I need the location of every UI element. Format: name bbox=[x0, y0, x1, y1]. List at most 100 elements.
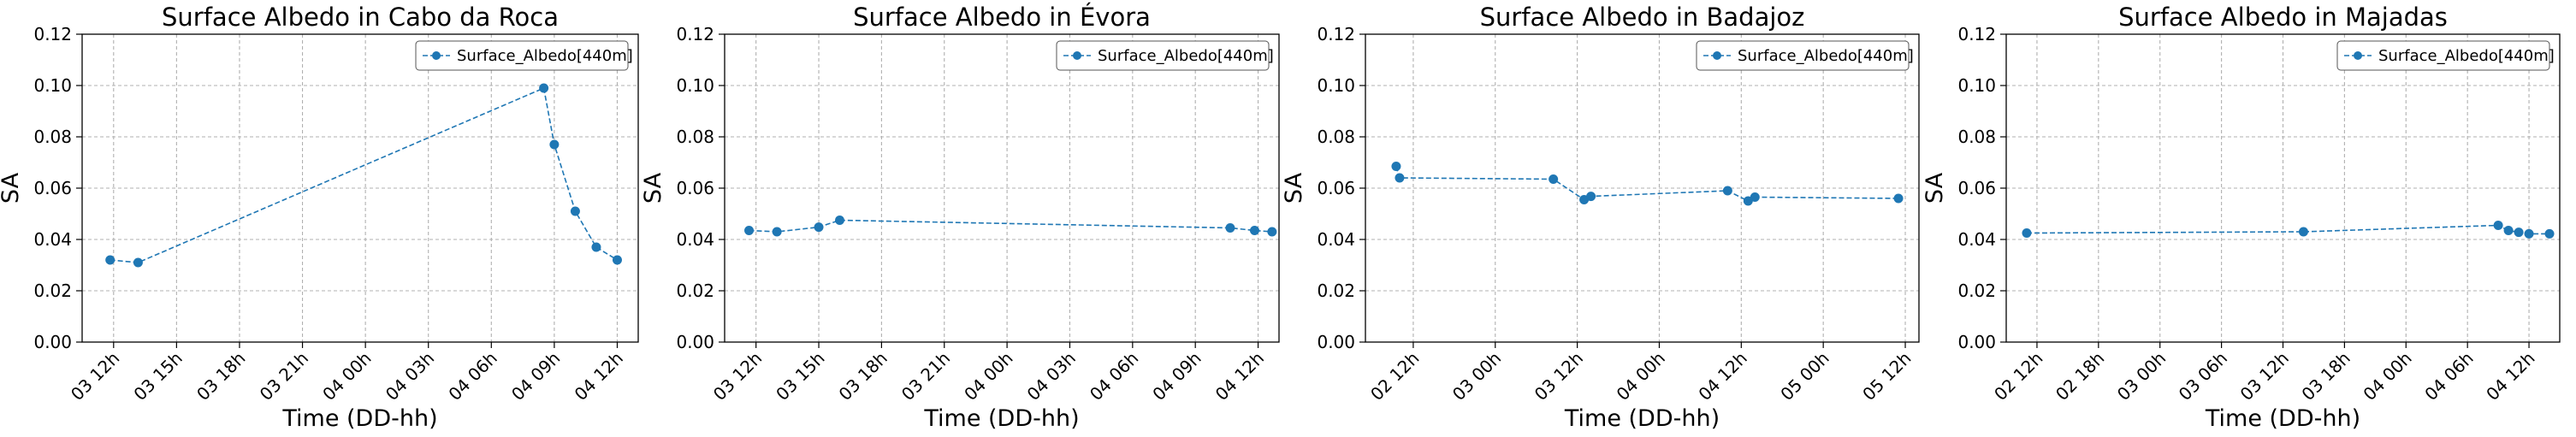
data-point bbox=[744, 226, 755, 235]
y-tick-label: 0.06 bbox=[676, 178, 714, 198]
x-tick-label: 04 00h bbox=[2359, 348, 2415, 405]
x-tick-label: 04 03h bbox=[1023, 348, 1080, 405]
data-point bbox=[1586, 192, 1596, 202]
y-axis-label: SA bbox=[0, 172, 24, 204]
legend: Surface_Albedo[440m] bbox=[2336, 40, 2555, 71]
x-tick-label: 03 12h bbox=[67, 348, 123, 405]
data-point bbox=[570, 206, 580, 216]
data-point bbox=[549, 139, 560, 150]
x-axis-label: Time (DD-hh) bbox=[1564, 405, 1720, 432]
x-tick-label: 04 09h bbox=[1148, 348, 1205, 405]
y-tick-label: 0.08 bbox=[676, 127, 714, 147]
x-tick-label: 05 12h bbox=[1858, 348, 1915, 405]
legend-label: Surface_Albedo[440m] bbox=[2378, 47, 2555, 65]
data-point bbox=[539, 83, 549, 93]
y-tick-label: 0.02 bbox=[1957, 281, 1996, 301]
data-point bbox=[1249, 226, 1259, 235]
x-tick-label: 03 12h bbox=[709, 348, 766, 405]
legend-label: Surface_Albedo[440m] bbox=[1738, 47, 1914, 65]
x-tick-label: 03 00h bbox=[1448, 348, 1505, 405]
axes-frame bbox=[1365, 33, 1920, 343]
legend-box bbox=[1056, 40, 1270, 71]
axes-frame bbox=[724, 33, 1280, 343]
x-axis-label: Time (DD-hh) bbox=[2205, 405, 2360, 432]
x-tick-label: 04 03h bbox=[382, 348, 438, 405]
legend-marker bbox=[432, 51, 441, 60]
y-tick-label: 0.00 bbox=[33, 332, 72, 352]
chart-title: Surface Albedo in Badajoz bbox=[1480, 3, 1805, 32]
y-axis-label: SA bbox=[1281, 172, 1307, 204]
x-tick-label: 03 00h bbox=[2113, 348, 2170, 405]
legend-marker bbox=[1073, 51, 1081, 60]
legend-box bbox=[1696, 40, 1910, 71]
y-tick-label: 0.12 bbox=[1957, 24, 1996, 44]
data-point bbox=[1750, 192, 1760, 202]
y-tick-label: 0.08 bbox=[33, 127, 72, 147]
y-tick-label: 0.12 bbox=[676, 24, 714, 44]
x-tick-label: 03 15h bbox=[772, 348, 828, 405]
x-tick-label: 04 00h bbox=[318, 348, 375, 405]
data-point bbox=[2524, 228, 2534, 239]
x-tick-label: 03 21h bbox=[897, 348, 954, 405]
x-tick-label: 04 00h bbox=[1613, 348, 1669, 405]
x-tick-label: 03 12h bbox=[2236, 348, 2293, 405]
y-tick-label: 0.06 bbox=[1957, 178, 1996, 198]
x-tick-label: 04 09h bbox=[507, 348, 564, 405]
legend-label: Surface_Albedo[440m] bbox=[457, 47, 633, 65]
data-point bbox=[1743, 196, 1753, 206]
x-tick-label: 04 00h bbox=[960, 348, 1016, 405]
y-tick-label: 0.04 bbox=[1317, 229, 1355, 250]
y-tick-label: 0.10 bbox=[1317, 75, 1355, 96]
legend-label: Surface_Albedo[440m] bbox=[1098, 47, 1274, 65]
chart-panel-3: 0.00 0.02 0.04 0.06 0.08 0.10 0.12 02 12h 03 00h… bbox=[1281, 3, 1920, 432]
x-axis-label: Time (DD-hh) bbox=[923, 405, 1079, 432]
data-point bbox=[1267, 227, 1277, 237]
x-tick-label: 04 06h bbox=[1086, 348, 1142, 405]
y-tick-label: 0.08 bbox=[1317, 127, 1355, 147]
y-tick-label: 0.08 bbox=[1957, 127, 1996, 147]
y-tick-label: 0.10 bbox=[1957, 75, 1996, 96]
data-point bbox=[2503, 226, 2514, 235]
y-axis-label: SA bbox=[1922, 172, 1948, 204]
x-tick-label: 02 12h bbox=[1990, 348, 2046, 405]
x-tick-label: 04 12h bbox=[571, 348, 627, 405]
x-tick-label: 02 18h bbox=[2052, 348, 2108, 405]
x-tick-label: 03 06h bbox=[2175, 348, 2231, 405]
legend: Surface_Albedo[440m] bbox=[1056, 40, 1274, 71]
x-tick-label: 03 15h bbox=[129, 348, 186, 405]
x-tick-label: 03 18h bbox=[192, 348, 249, 405]
data-point bbox=[814, 222, 824, 233]
data-point bbox=[105, 255, 115, 265]
y-axis-label: SA bbox=[640, 172, 666, 204]
axes-frame bbox=[81, 33, 639, 343]
legend: Surface_Albedo[440m] bbox=[1696, 40, 1914, 71]
series-line bbox=[2026, 224, 2549, 235]
legend-box bbox=[2336, 40, 2550, 71]
x-tick-label: 03 18h bbox=[2298, 348, 2354, 405]
x-tick-label: 04 12h bbox=[1694, 348, 1750, 405]
y-tick-label: 0.04 bbox=[676, 229, 714, 250]
y-tick-label: 0.02 bbox=[676, 281, 714, 301]
chart-title: Surface Albedo in Majadas bbox=[2118, 3, 2448, 32]
x-axis-label: Time (DD-hh) bbox=[281, 405, 437, 432]
y-tick-label: 0.12 bbox=[1317, 24, 1355, 44]
data-point bbox=[2493, 221, 2503, 230]
legend-box bbox=[415, 40, 629, 71]
y-tick-label: 0.06 bbox=[33, 178, 72, 198]
y-tick-label: 0.04 bbox=[1957, 229, 1996, 250]
y-tick-label: 0.10 bbox=[33, 75, 72, 96]
data-point bbox=[1391, 162, 1401, 171]
y-tick-label: 0.12 bbox=[33, 24, 72, 44]
x-tick-label: 04 06h bbox=[444, 348, 500, 405]
x-tick-label: 02 12h bbox=[1366, 348, 1423, 405]
chart-title: Surface Albedo in Cabo da Roca bbox=[162, 3, 559, 32]
x-tick-label: 05 00h bbox=[1776, 348, 1833, 405]
y-tick-label: 0.00 bbox=[1317, 332, 1355, 352]
data-point bbox=[1549, 174, 1559, 184]
chart-panel-1: 0.00 0.02 0.04 0.06 0.08 0.10 0.12 03 12h 03 15h… bbox=[0, 3, 639, 432]
y-tick-label: 0.02 bbox=[33, 281, 72, 301]
y-tick-label: 0.00 bbox=[1957, 332, 1996, 352]
x-tick-label: 03 21h bbox=[256, 348, 312, 405]
x-tick-label: 03 12h bbox=[1531, 348, 1587, 405]
